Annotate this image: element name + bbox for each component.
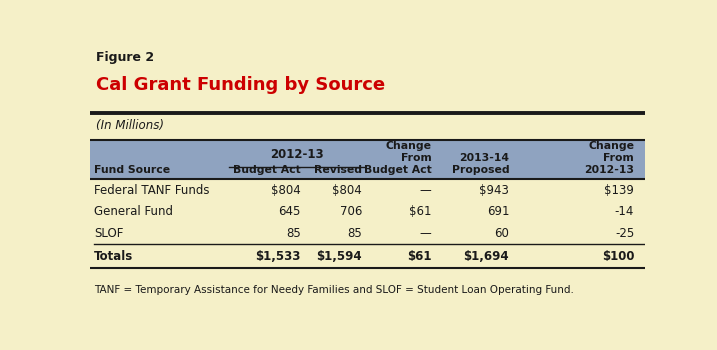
Text: TANF = Temporary Assistance for Needy Families and SLOF = Student Loan Operating: TANF = Temporary Assistance for Needy Fa… bbox=[94, 285, 574, 295]
Text: $1,694: $1,694 bbox=[463, 250, 509, 263]
Text: 2013-14
Proposed: 2013-14 Proposed bbox=[452, 153, 509, 175]
Text: 2012-13: 2012-13 bbox=[270, 148, 323, 161]
FancyBboxPatch shape bbox=[90, 140, 645, 180]
Text: Change
From
Budget Act: Change From Budget Act bbox=[364, 141, 432, 175]
Text: $1,533: $1,533 bbox=[255, 250, 301, 263]
Text: 85: 85 bbox=[347, 227, 362, 240]
Text: $61: $61 bbox=[407, 250, 432, 263]
Text: 645: 645 bbox=[278, 205, 301, 218]
Text: Revised: Revised bbox=[314, 164, 362, 175]
Text: $804: $804 bbox=[332, 184, 362, 197]
Text: —: — bbox=[419, 227, 432, 240]
Text: SLOF: SLOF bbox=[94, 227, 123, 240]
Text: -25: -25 bbox=[615, 227, 634, 240]
Text: Change
From
2012-13: Change From 2012-13 bbox=[584, 141, 634, 175]
Text: 691: 691 bbox=[487, 205, 509, 218]
Text: $139: $139 bbox=[604, 184, 634, 197]
Text: Figure 2: Figure 2 bbox=[96, 51, 154, 64]
Text: Cal Grant Funding by Source: Cal Grant Funding by Source bbox=[96, 76, 386, 94]
Text: $61: $61 bbox=[409, 205, 432, 218]
Text: $100: $100 bbox=[602, 250, 634, 263]
Text: $1,594: $1,594 bbox=[316, 250, 362, 263]
Text: General Fund: General Fund bbox=[94, 205, 173, 218]
Text: 60: 60 bbox=[494, 227, 509, 240]
Text: Budget Act: Budget Act bbox=[233, 164, 301, 175]
Text: Totals: Totals bbox=[94, 250, 133, 263]
Text: $943: $943 bbox=[479, 184, 509, 197]
Text: —: — bbox=[419, 184, 432, 197]
Text: (In Millions): (In Millions) bbox=[96, 119, 164, 132]
Text: -14: -14 bbox=[614, 205, 634, 218]
Text: $804: $804 bbox=[271, 184, 301, 197]
Text: Federal TANF Funds: Federal TANF Funds bbox=[94, 184, 209, 197]
Text: 85: 85 bbox=[286, 227, 301, 240]
Text: Fund Source: Fund Source bbox=[94, 164, 170, 175]
Text: 706: 706 bbox=[340, 205, 362, 218]
